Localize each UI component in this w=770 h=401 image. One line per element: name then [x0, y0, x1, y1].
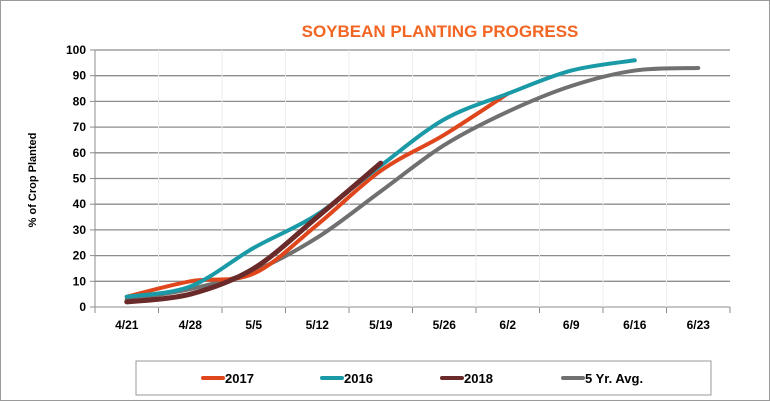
y-tick-label: 50	[73, 172, 87, 186]
x-tick-label: 6/23	[687, 318, 711, 332]
x-tick-label: 4/21	[115, 318, 139, 332]
y-tick-label: 40	[73, 197, 87, 211]
legend-label: 5 Yr. Avg.	[585, 371, 643, 386]
y-tick-label: 100	[66, 43, 86, 57]
chart-title: SOYBEAN PLANTING PROGRESS	[302, 22, 579, 41]
y-tick-label: 0	[79, 300, 86, 314]
x-tick-label: 4/28	[179, 318, 203, 332]
legend-label: 2018	[464, 371, 493, 386]
y-tick-label: 70	[73, 120, 87, 134]
y-tick-label: 60	[73, 146, 87, 160]
legend-box	[135, 360, 712, 396]
x-tick-label: 6/9	[563, 318, 580, 332]
x-tick-label: 5/5	[245, 318, 262, 332]
legend-label: 2017	[225, 371, 254, 386]
y-tick-label: 10	[73, 274, 87, 288]
y-tick-label: 30	[73, 223, 87, 237]
x-tick-label: 5/12	[306, 318, 330, 332]
y-axis-label: % of Crop Planted	[27, 133, 39, 228]
y-tick-label: 20	[73, 249, 87, 263]
x-tick-label: 5/19	[369, 318, 393, 332]
x-tick-label: 6/2	[499, 318, 516, 332]
y-tick-label: 90	[73, 69, 87, 83]
series-line-2017	[124, 91, 510, 299]
x-tick-label: 5/26	[433, 318, 457, 332]
x-tick-label: 6/16	[623, 318, 647, 332]
y-tick-label: 80	[73, 94, 87, 108]
legend-label: 2016	[344, 371, 373, 386]
